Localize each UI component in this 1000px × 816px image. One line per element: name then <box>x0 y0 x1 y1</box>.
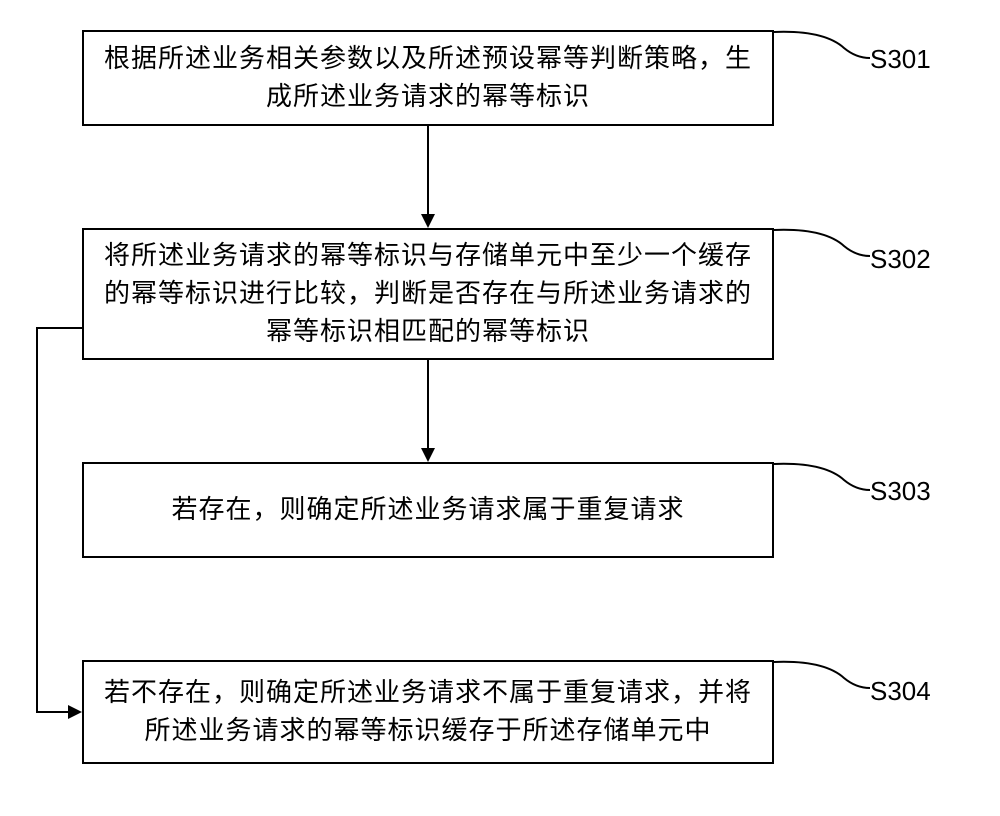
label-connector-s301 <box>774 28 870 78</box>
flow-box-s302: 将所述业务请求的幂等标识与存储单元中至少一个缓存的幂等标识进行比较，判断是否存在… <box>82 228 774 360</box>
branch-horizontal-in <box>36 711 68 713</box>
label-connector-s304 <box>774 658 870 708</box>
flow-box-s302-text: 将所述业务请求的幂等标识与存储单元中至少一个缓存的幂等标识进行比较，判断是否存在… <box>104 237 752 350</box>
arrow-head-s302-s303 <box>421 448 435 462</box>
branch-vertical <box>36 327 38 713</box>
step-label-s301: S301 <box>870 44 931 75</box>
flowchart-container: 根据所述业务相关参数以及所述预设幂等判断策略，生成所述业务请求的幂等标识 S30… <box>0 0 1000 816</box>
label-connector-s303 <box>774 460 870 510</box>
step-label-s302: S302 <box>870 244 931 275</box>
flow-box-s304: 若不存在，则确定所述业务请求不属于重复请求，并将所述业务请求的幂等标识缓存于所述… <box>82 660 774 764</box>
flow-box-s301-text: 根据所述业务相关参数以及所述预设幂等判断策略，生成所述业务请求的幂等标识 <box>104 40 752 115</box>
flow-box-s303-text: 若存在，则确定所述业务请求属于重复请求 <box>171 491 684 529</box>
flow-box-s304-text: 若不存在，则确定所述业务请求不属于重复请求，并将所述业务请求的幂等标识缓存于所述… <box>104 674 752 749</box>
step-label-s304: S304 <box>870 676 931 707</box>
label-connector-s302 <box>774 226 870 276</box>
arrow-s302-s303 <box>427 360 429 448</box>
flow-box-s303: 若存在，则确定所述业务请求属于重复请求 <box>82 462 774 558</box>
flow-box-s301: 根据所述业务相关参数以及所述预设幂等判断策略，生成所述业务请求的幂等标识 <box>82 30 774 126</box>
arrow-head-branch-s304 <box>68 705 82 719</box>
branch-horizontal-out <box>36 327 82 329</box>
arrow-head-s301-s302 <box>421 214 435 228</box>
arrow-s301-s302 <box>427 126 429 214</box>
step-label-s303: S303 <box>870 476 931 507</box>
